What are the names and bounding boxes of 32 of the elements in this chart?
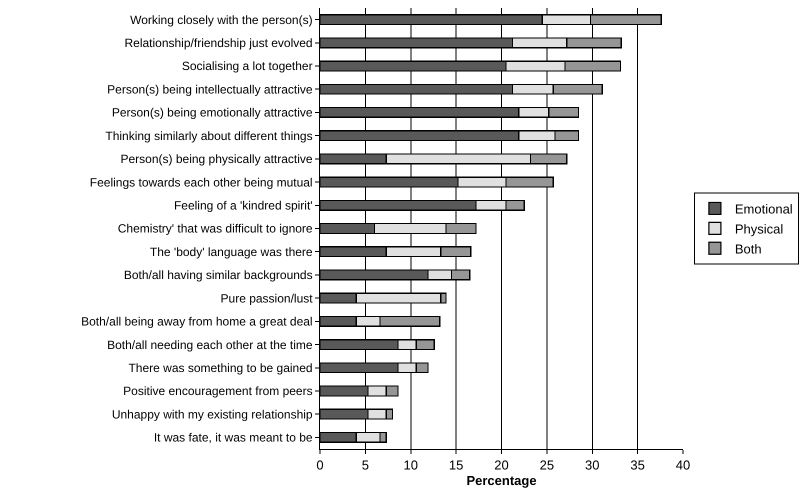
- legend-label: Physical: [734, 221, 784, 236]
- x-tick-label: 25: [540, 458, 554, 473]
- legend-label: Both: [734, 241, 762, 256]
- x-tick-label: 40: [676, 458, 690, 473]
- y-tick-label: It was fate, it was meant to be: [154, 430, 313, 445]
- y-tick-label: Person(s) being intellectually attractive: [107, 82, 313, 96]
- legend-label: Emotional: [734, 202, 793, 217]
- y-tick-label: Pure passion/lust: [220, 291, 314, 306]
- y-tick-label: Both/all having similar backgrounds: [124, 268, 313, 282]
- y-tick-label: The 'body' language was there: [150, 244, 313, 259]
- x-tick-label: 30: [585, 458, 600, 473]
- x-tick-label: 35: [630, 458, 645, 473]
- y-tick-label: Socialising a lot together: [182, 59, 313, 74]
- x-tick-label: 20: [494, 458, 509, 473]
- y-tick-label: Thinking similarly about different things: [105, 128, 313, 143]
- y-tick-label: Chemistry' that was difficult to ignore: [118, 222, 313, 236]
- y-tick-label: Person(s) being emotionally attractive: [112, 106, 313, 120]
- y-tick-label: Relationship/friendship just evolved: [124, 36, 313, 50]
- y-tick-label: Both/all needing each other at the time: [107, 338, 313, 352]
- x-tick-label: 0: [316, 458, 324, 473]
- x-tick-label: 10: [404, 458, 418, 473]
- x-tick-label: 5: [362, 458, 369, 473]
- y-tick-label: There was something to be gained: [128, 360, 313, 375]
- y-tick-label: Positive encouragement from peers: [123, 384, 313, 398]
- y-tick-label: Person(s) being physically attractive: [120, 152, 313, 166]
- y-tick-label: Feeling of a 'kindred spirit': [174, 198, 313, 212]
- y-tick-label: Feelings towards each other being mutual: [90, 175, 313, 190]
- y-tick-label: Both/all being away from home a great deal: [81, 314, 313, 329]
- y-tick-label: Working closely with the person(s): [130, 12, 313, 27]
- x-tick-label: 15: [448, 458, 464, 473]
- y-tick-label: Unhappy with my existing relationship: [112, 407, 313, 422]
- x-axis-title: Percentage: [466, 473, 537, 488]
